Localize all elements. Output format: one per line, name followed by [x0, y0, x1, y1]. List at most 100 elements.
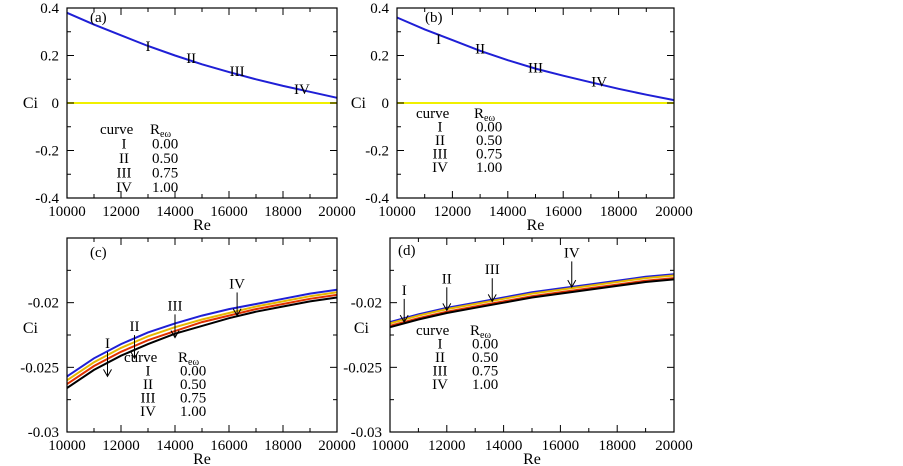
- curve-label: II: [475, 41, 485, 57]
- x-tick-label: 10000: [378, 204, 416, 220]
- series-line-i: [389, 278, 675, 329]
- legend-value: 0.50: [472, 350, 498, 366]
- legend-value: 0.00: [472, 337, 498, 353]
- x-axis-label: Re: [193, 451, 211, 466]
- legend-value: 0.00: [180, 364, 206, 380]
- y-tick-label: -0.03: [28, 425, 59, 441]
- panel-a: 10000 12000 14000 16000 18000 20000 0.4 0.2 0 -0.…: [23, 1, 356, 234]
- annotation-arrowhead: [130, 351, 139, 360]
- y-axis-label: Ci: [23, 95, 39, 112]
- y-tick-label: -0.03: [351, 425, 382, 441]
- legend-value: 1.00: [180, 404, 206, 420]
- legend-curve-id: II: [435, 133, 445, 149]
- panel-label: (c): [90, 245, 107, 261]
- legend-curve-id: IV: [140, 404, 156, 420]
- x-tick-label: 16000: [544, 204, 582, 220]
- x-tick-label: 10000: [48, 204, 86, 220]
- curve-label: IV: [229, 276, 245, 292]
- x-tick-label: 18000: [600, 204, 638, 220]
- legend-value: 0.50: [152, 151, 178, 167]
- x-tick-label: 10000: [371, 438, 409, 454]
- y-axis-label: Ci: [351, 95, 367, 112]
- y-axis-label: Ci: [23, 320, 39, 337]
- legend-curve-id: IV: [432, 377, 448, 393]
- curve-label: II: [442, 271, 452, 287]
- y-tick-label: -0.02: [28, 296, 59, 312]
- series-line-iii: [389, 274, 675, 325]
- y-axis-label: Ci: [354, 320, 370, 337]
- curve-label: II: [186, 51, 196, 67]
- legend-curve-id: IV: [116, 180, 132, 196]
- legend-value: 0.75: [476, 147, 502, 163]
- x-tick-label: 16000: [210, 204, 248, 220]
- curve-label: I: [402, 283, 407, 299]
- series-line-ii: [66, 293, 338, 385]
- panel-b: 10000 12000 14000 16000 18000 20000 0.4 0.2 0 -0.…: [351, 1, 693, 234]
- legend-header-r-subscript: eω: [484, 113, 495, 124]
- y-tick-label: -0.4: [35, 191, 59, 207]
- y-tick-label: -0.2: [365, 144, 389, 160]
- annotation-arrowhead: [399, 314, 409, 324]
- x-tick-label: 12000: [434, 204, 472, 220]
- series-line-iii: [66, 291, 338, 382]
- legend-curve-id: I: [146, 364, 151, 380]
- y-tick-label: -0.2: [35, 144, 59, 160]
- y-tick-label: 0.2: [40, 49, 59, 65]
- annotation-arrowhead: [567, 279, 577, 289]
- legend-curve-id: III: [433, 364, 448, 380]
- annotation-arrowhead: [170, 330, 180, 339]
- legend-value: 0.50: [180, 377, 206, 393]
- curve-label: IV: [294, 82, 310, 98]
- legend-curve-id: III: [141, 391, 156, 407]
- series-line-iv: [389, 273, 675, 324]
- x-tick-label: 14000: [156, 204, 194, 220]
- legend-header-r-subscript: eω: [160, 129, 171, 140]
- curve-label: IV: [591, 75, 607, 91]
- x-tick-label: 12000: [428, 438, 466, 454]
- x-tick-label: 16000: [542, 438, 580, 454]
- curve-label: III: [168, 298, 183, 314]
- x-tick-label: 20000: [318, 438, 356, 454]
- y-tick-label: 0: [382, 96, 390, 112]
- x-tick-label: 14000: [489, 204, 527, 220]
- curve-label: II: [130, 319, 140, 335]
- x-tick-label: 12000: [102, 204, 140, 220]
- legend-curve-id: I: [438, 120, 443, 136]
- legend-header-curve: curve: [100, 122, 134, 138]
- x-axis-label: Re: [193, 217, 211, 234]
- legend-value: 0.75: [152, 166, 178, 182]
- legend-curve-id: I: [438, 337, 443, 353]
- legend-value: 0.00: [152, 137, 178, 153]
- legend-value: 1.00: [152, 180, 178, 196]
- annotation-arrowhead: [103, 369, 112, 378]
- x-tick-label: 20000: [318, 204, 356, 220]
- y-tick-label: -0.4: [365, 191, 389, 207]
- y-tick-label: 0.2: [370, 49, 389, 65]
- legend-curve-id: II: [143, 377, 153, 393]
- y-tick-label: -0.025: [343, 360, 382, 376]
- x-tick-label: 20000: [655, 438, 693, 454]
- legend-header-curve: curve: [416, 106, 450, 122]
- legend-curve-id: II: [119, 151, 129, 167]
- curve-label: I: [105, 336, 110, 352]
- curve-label: I: [146, 39, 151, 55]
- legend-value: 0.75: [180, 391, 206, 407]
- legend-curve-id: I: [122, 137, 127, 153]
- panel-label: (d): [398, 243, 416, 259]
- x-tick-label: 18000: [598, 438, 636, 454]
- y-tick-label: 0.4: [370, 1, 389, 17]
- legend-value: 1.00: [472, 377, 498, 393]
- curve-label: III: [485, 262, 500, 278]
- x-tick-label: 14000: [156, 438, 194, 454]
- x-tick-label: 18000: [264, 438, 302, 454]
- x-axis-label: Re: [527, 217, 545, 234]
- annotation-arrowhead: [487, 294, 497, 303]
- panel-c: 10000 12000 14000 16000 18000 20000 -0.02 -0.02…: [20, 237, 356, 466]
- x-tick-label: 16000: [210, 438, 248, 454]
- series-line-i: [66, 296, 338, 389]
- series-line-ci-curves-i-iv-coincide-: [66, 11, 338, 99]
